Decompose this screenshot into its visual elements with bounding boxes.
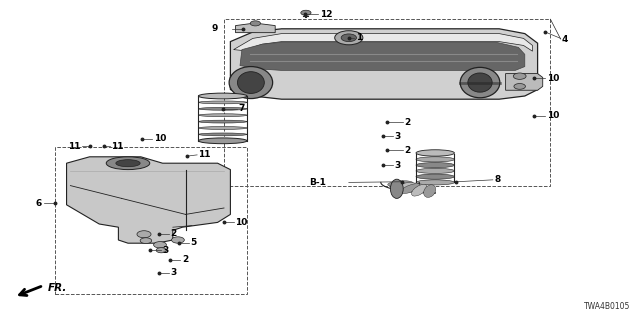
Ellipse shape <box>424 185 436 197</box>
Text: 2: 2 <box>404 118 411 127</box>
Ellipse shape <box>416 174 454 179</box>
Text: 2: 2 <box>170 229 177 238</box>
Ellipse shape <box>237 72 264 93</box>
Ellipse shape <box>468 73 492 92</box>
Ellipse shape <box>392 182 415 190</box>
Polygon shape <box>506 74 543 90</box>
Ellipse shape <box>198 108 247 110</box>
Text: 9: 9 <box>211 24 218 33</box>
Ellipse shape <box>198 101 247 104</box>
Ellipse shape <box>412 184 427 196</box>
Circle shape <box>514 84 525 89</box>
Circle shape <box>154 242 166 248</box>
Text: 3: 3 <box>163 246 169 255</box>
Ellipse shape <box>416 163 454 168</box>
Polygon shape <box>234 34 532 51</box>
Circle shape <box>341 34 356 42</box>
Bar <box>55 147 247 294</box>
Polygon shape <box>230 29 538 99</box>
Polygon shape <box>236 23 275 33</box>
Text: B-1: B-1 <box>310 178 326 187</box>
Ellipse shape <box>416 168 454 173</box>
Text: 2: 2 <box>182 255 188 264</box>
Circle shape <box>301 10 311 15</box>
Text: 3: 3 <box>394 132 401 141</box>
Text: 1: 1 <box>356 33 362 42</box>
Bar <box>224 19 550 186</box>
Ellipse shape <box>198 140 247 142</box>
Ellipse shape <box>460 68 500 98</box>
Circle shape <box>250 21 260 26</box>
Polygon shape <box>240 42 525 70</box>
Text: TWA4B0105: TWA4B0105 <box>584 302 630 311</box>
Ellipse shape <box>416 150 454 156</box>
Circle shape <box>140 238 152 244</box>
Ellipse shape <box>390 179 403 198</box>
Ellipse shape <box>401 184 420 194</box>
Text: 7: 7 <box>238 104 244 113</box>
Circle shape <box>335 31 363 45</box>
Text: 4: 4 <box>562 35 568 44</box>
Text: 2: 2 <box>404 146 411 155</box>
Text: FR.: FR. <box>48 283 67 293</box>
Ellipse shape <box>198 95 247 97</box>
Text: 11: 11 <box>198 150 211 159</box>
Ellipse shape <box>198 120 247 123</box>
Ellipse shape <box>198 93 247 99</box>
Ellipse shape <box>416 157 454 162</box>
Ellipse shape <box>116 160 140 167</box>
Ellipse shape <box>198 114 247 116</box>
Circle shape <box>172 237 184 243</box>
Text: 3: 3 <box>170 268 177 277</box>
Ellipse shape <box>416 180 454 185</box>
Ellipse shape <box>198 138 247 144</box>
Text: 11: 11 <box>68 142 81 151</box>
Text: 10: 10 <box>236 218 248 227</box>
Text: 3: 3 <box>394 161 401 170</box>
Text: 11: 11 <box>111 142 124 151</box>
Ellipse shape <box>229 67 273 99</box>
Text: 10: 10 <box>547 111 559 120</box>
Text: 10: 10 <box>154 134 166 143</box>
Circle shape <box>513 73 526 79</box>
Text: 10: 10 <box>547 74 559 83</box>
Text: 6: 6 <box>36 199 42 208</box>
Ellipse shape <box>388 181 413 187</box>
Circle shape <box>156 248 166 253</box>
Ellipse shape <box>106 157 150 170</box>
Circle shape <box>137 231 151 238</box>
Ellipse shape <box>198 133 247 136</box>
Text: 8: 8 <box>494 175 500 184</box>
Text: 5: 5 <box>191 238 197 247</box>
Polygon shape <box>67 157 230 243</box>
Ellipse shape <box>198 127 247 129</box>
Text: 12: 12 <box>320 10 333 19</box>
